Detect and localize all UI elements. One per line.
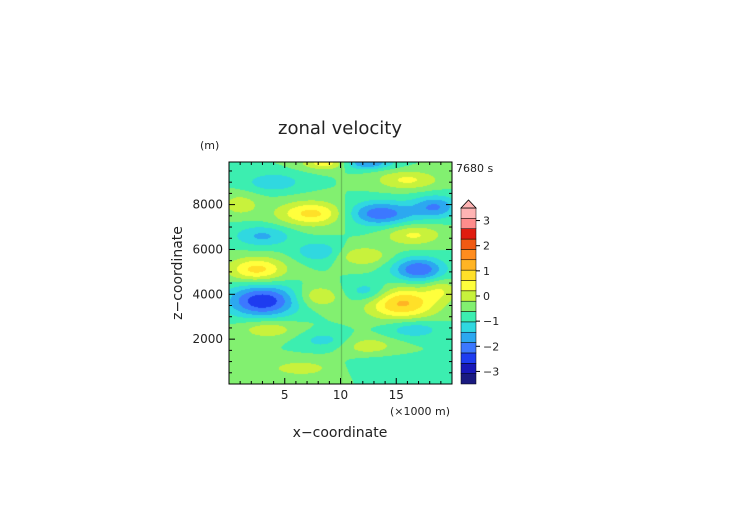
time-label: 7680 s — [456, 162, 493, 175]
colorbar: 3 2 1 0 −1 −2 −3 — [460, 199, 499, 385]
colorbar-tick-label: 2 — [483, 240, 490, 253]
colorbar-extend-arrow — [460, 199, 477, 209]
colorbar-segment — [460, 228, 477, 240]
colorbar-segment — [460, 259, 477, 271]
x-tick-label: 10 — [333, 388, 348, 402]
x-tick-label: 15 — [389, 388, 404, 402]
colorbar-segment — [460, 269, 477, 281]
x-unit-label: (×1000 m) — [390, 405, 450, 418]
y-tick-label: 2000 — [192, 332, 223, 346]
colorbar-segment — [460, 352, 477, 364]
colorbar-segment — [460, 207, 477, 219]
colorbar-tick-label: 1 — [483, 265, 490, 278]
colorbar-segment — [460, 238, 477, 250]
colorbar-segment — [460, 363, 477, 374]
colorbar-segment — [460, 373, 477, 385]
colorbar-segment — [460, 280, 477, 292]
colorbar-segment — [460, 249, 477, 261]
colorbar-segment — [460, 290, 477, 302]
colorbar-tick-label: −1 — [483, 315, 499, 328]
colorbar-tick-label: −3 — [483, 365, 499, 378]
plot-area — [228, 161, 453, 385]
x-axis-label: x−coordinate — [293, 425, 388, 441]
y-tick-label: 8000 — [192, 198, 223, 212]
colorbar-segment — [460, 331, 477, 343]
y-tick-label: 6000 — [192, 242, 223, 256]
y-tick-label: 4000 — [192, 287, 223, 301]
x-axis: 5 10 15 — [239, 162, 442, 402]
colorbar-tick-label: 0 — [483, 290, 490, 303]
chart-title: zonal velocity — [278, 118, 402, 139]
colorbar-tick-label: −2 — [483, 340, 499, 353]
velocity-field — [229, 162, 452, 384]
colorbar-tick-label: 3 — [483, 215, 490, 228]
y-axis: 2000 4000 6000 8000 — [192, 170, 452, 374]
y-unit-label: (m) — [200, 139, 219, 152]
colorbar-segment — [460, 218, 477, 229]
colorbar-segment — [460, 342, 477, 354]
colorbar-segment — [460, 300, 477, 312]
colorbar-segment — [460, 321, 477, 333]
x-tick-label: 5 — [281, 388, 289, 402]
y-axis-label: z−coordinate — [170, 226, 186, 320]
colorbar-segment — [460, 311, 477, 323]
